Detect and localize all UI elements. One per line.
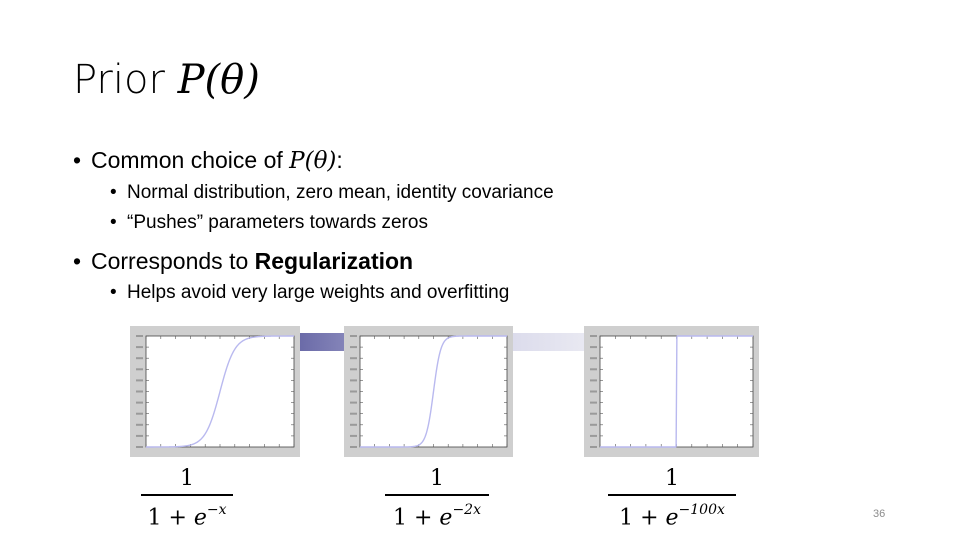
y-tick-label	[350, 401, 357, 404]
fraction-bar	[141, 494, 233, 496]
fraction-bar	[385, 494, 489, 496]
slide-title-math: P(θ)	[177, 57, 260, 103]
sigmoid-curve	[360, 335, 507, 448]
formula-denominator: 1 + e−x	[147, 502, 227, 531]
sigmoid-plot-svg	[136, 335, 295, 448]
sub-bullet-normal-distribution: Normal distribution, zero mean, identity…	[110, 178, 554, 208]
sigmoid-curve	[146, 335, 294, 448]
bullet-text-suffix: :	[336, 147, 343, 173]
y-tick-label	[136, 412, 143, 415]
y-tick-label	[590, 368, 597, 371]
page-number: 36	[873, 508, 886, 520]
y-tick-label	[350, 368, 357, 371]
slide-title: Prior P(θ)	[73, 52, 260, 108]
y-tick-label	[350, 446, 357, 448]
y-tick-label	[136, 390, 143, 393]
y-tick-label	[590, 412, 597, 415]
y-tick-label	[136, 423, 143, 426]
y-tick-label	[350, 335, 357, 337]
y-tick-label	[136, 346, 143, 349]
connector-band-light	[513, 333, 587, 351]
formula-sigmoid-2: 1 1 + e−2x	[385, 466, 489, 531]
y-tick-label	[136, 368, 143, 371]
formula-denominator: 1 + e−2x	[393, 502, 481, 531]
y-tick-label	[590, 346, 597, 349]
y-tick-label	[590, 423, 597, 426]
bullet-bold-text: Regularization	[254, 248, 414, 274]
formula-numerator: 1	[665, 466, 679, 491]
sigmoid-curve	[600, 335, 753, 448]
y-tick-label	[350, 412, 357, 415]
y-tick-label	[590, 390, 597, 393]
y-tick-label	[136, 335, 143, 337]
y-tick-label	[590, 401, 597, 404]
formula-numerator: 1	[180, 466, 194, 491]
slide-title-text: Prior	[73, 57, 178, 103]
bullet-text: Corresponds to	[91, 248, 255, 274]
y-tick-label	[350, 423, 357, 426]
y-tick-label	[350, 379, 357, 382]
y-tick-label	[590, 434, 597, 437]
y-tick-label	[350, 357, 357, 360]
formula-denominator: 1 + e−100x	[619, 502, 725, 531]
sigmoid-plot-3	[584, 326, 759, 457]
y-tick-label	[350, 434, 357, 437]
y-tick-label	[590, 357, 597, 360]
sigmoid-plot-svg	[350, 335, 508, 448]
y-tick-label	[590, 335, 597, 337]
sigmoid-plot-2	[344, 326, 513, 457]
bullet-common-choice: Common choice of P(θ):	[73, 143, 554, 178]
sigmoid-plot-1	[130, 326, 300, 457]
y-tick-label	[136, 401, 143, 404]
bullet-text: Common choice of	[91, 147, 290, 173]
bullet-regularization: Corresponds to Regularization	[73, 244, 554, 278]
y-tick-label	[590, 446, 597, 448]
y-tick-label	[136, 357, 143, 360]
formula-sigmoid-3: 1 1 + e−100x	[608, 466, 736, 531]
sigmoid-plot-svg	[590, 335, 754, 448]
y-tick-label	[136, 379, 143, 382]
sub-bullet-overfitting: Helps avoid very large weights and overf…	[110, 278, 554, 308]
formula-numerator: 1	[430, 466, 444, 491]
bullet-math: P(θ)	[289, 148, 337, 174]
y-tick-label	[590, 379, 597, 382]
formula-sigmoid-1: 1 1 + e−x	[141, 466, 233, 531]
y-tick-label	[350, 390, 357, 393]
connector-band-dark	[300, 333, 346, 351]
fraction-bar	[608, 494, 736, 496]
y-tick-label	[350, 346, 357, 349]
sub-bullet-pushes-parameters: “Pushes” parameters towards zeros	[110, 208, 554, 238]
y-tick-label	[136, 434, 143, 437]
bullet-list: Common choice of P(θ): Normal distributi…	[73, 143, 554, 308]
y-tick-label	[136, 446, 143, 448]
